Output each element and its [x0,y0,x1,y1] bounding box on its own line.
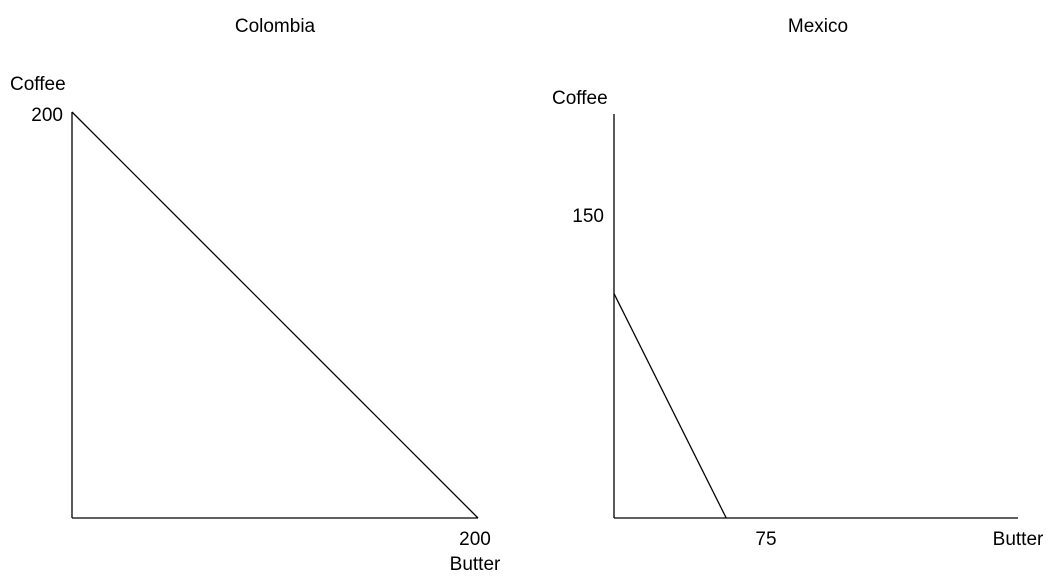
mexico-chart: Mexico Coffee 150 75 Butter [552,16,1044,550]
colombia-ppf-line [71,111,479,519]
mexico-x-axis-label: Butter [993,529,1044,550]
colombia-chart-title: Colombia [235,16,316,37]
colombia-x-tick-label: 200 [459,529,491,550]
mexico-chart-title: Mexico [788,16,848,37]
mexico-ppf-line [613,293,727,519]
colombia-chart: Colombia Coffee 200 200 Butter [10,16,501,575]
mexico-x-tick-label: 75 [755,529,776,550]
mexico-y-tick-label: 150 [572,206,604,227]
colombia-y-tick-label: 200 [31,105,63,126]
colombia-y-axis-label: Coffee [10,74,66,95]
mexico-y-axis-label: Coffee [552,88,608,109]
colombia-x-axis-label: Butter [450,554,501,575]
